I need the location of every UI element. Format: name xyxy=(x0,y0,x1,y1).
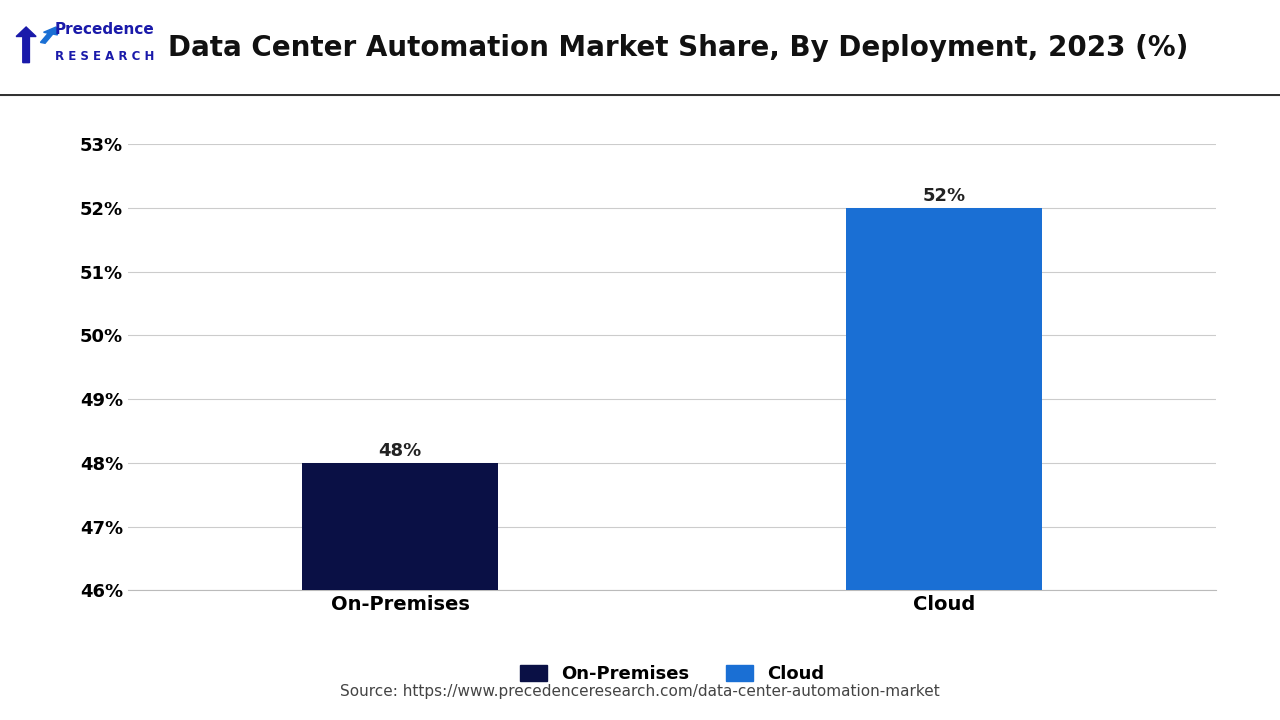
FancyArrow shape xyxy=(41,27,58,43)
Text: Data Center Automation Market Share, By Deployment, 2023 (%): Data Center Automation Market Share, By … xyxy=(168,34,1189,61)
Text: Precedence: Precedence xyxy=(55,22,154,37)
Text: Source: https://www.precedenceresearch.com/data-center-automation-market: Source: https://www.precedenceresearch.c… xyxy=(340,684,940,698)
Bar xyxy=(302,463,498,720)
Legend: On-Premises, Cloud: On-Premises, Cloud xyxy=(512,657,832,690)
Bar xyxy=(846,208,1042,720)
Text: 52%: 52% xyxy=(923,186,965,204)
Text: 48%: 48% xyxy=(379,441,421,459)
Text: R E S E A R C H: R E S E A R C H xyxy=(55,50,154,63)
FancyArrow shape xyxy=(17,27,36,63)
